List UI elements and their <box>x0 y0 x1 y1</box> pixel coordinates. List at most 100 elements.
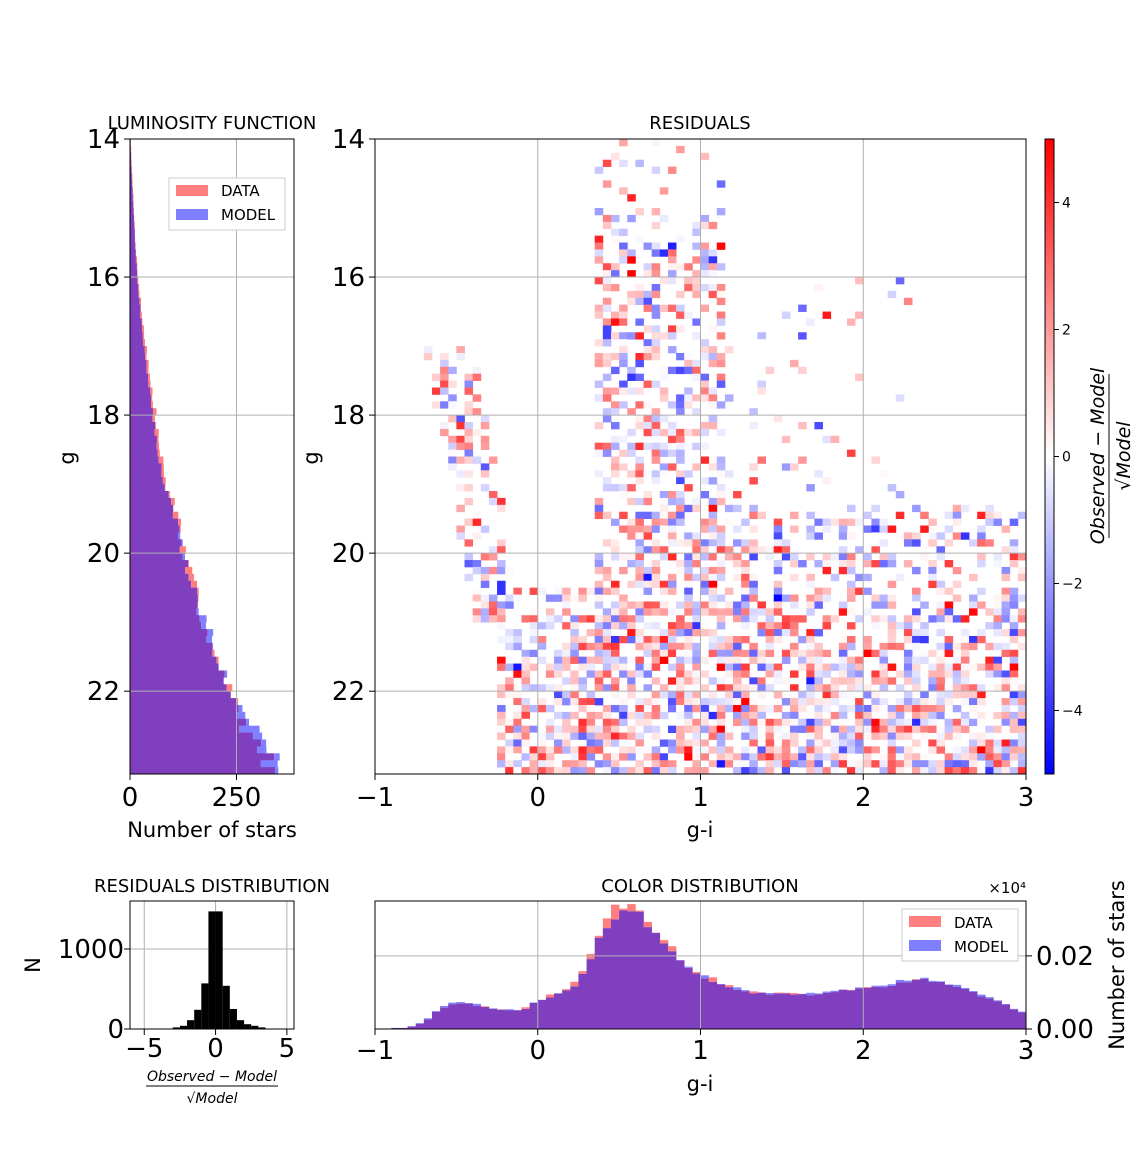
res-cell <box>676 497 685 506</box>
res-cell <box>733 718 742 727</box>
res-cell <box>602 718 612 727</box>
res-cell <box>716 746 726 754</box>
res-cell <box>928 566 937 575</box>
lf-bar-overlap <box>130 456 159 464</box>
res-cell <box>602 408 612 416</box>
res-cell <box>505 677 514 685</box>
lf-bar-overlap <box>130 352 146 361</box>
res-cell <box>521 718 531 727</box>
res-cell <box>1009 518 1019 526</box>
res-cell <box>871 753 880 761</box>
res-cell <box>635 642 644 651</box>
res-cell <box>651 304 661 312</box>
res-cell <box>969 691 978 699</box>
res-cell <box>619 242 628 250</box>
cd-bar-overlap <box>895 982 905 1029</box>
res-cell <box>855 711 864 720</box>
res-cell <box>651 221 661 230</box>
res-cell <box>928 704 937 713</box>
lf-bar-overlap <box>130 497 172 506</box>
cd-bar-model-excess <box>1017 1011 1027 1013</box>
res-cell <box>602 297 612 306</box>
res-cell <box>602 359 612 368</box>
cd-bar-data-excess <box>570 981 579 987</box>
lf-bar-model-excess <box>236 711 246 720</box>
res-cell <box>627 684 636 692</box>
res-cell <box>627 656 636 664</box>
cd-legend-model-label: MODEL <box>954 938 1009 956</box>
res-cell <box>554 615 563 623</box>
res-cell <box>952 532 962 540</box>
res-cell <box>1001 711 1011 720</box>
res-cell <box>610 421 620 430</box>
res-cell <box>619 608 628 616</box>
res-cell <box>513 767 522 775</box>
res-cell <box>716 642 726 651</box>
res-cell <box>643 546 653 554</box>
res-cell <box>586 753 596 761</box>
res-cell <box>1001 525 1011 533</box>
res-cell <box>619 449 628 457</box>
res-cell <box>700 394 710 402</box>
res-cell <box>578 656 587 664</box>
cd-bar-model-excess <box>440 1005 449 1008</box>
res-cell <box>562 739 571 747</box>
res-cell <box>887 760 897 768</box>
res-cell <box>627 635 636 644</box>
res-cell <box>790 553 799 561</box>
res-cell <box>765 546 775 554</box>
res-cell <box>928 670 937 678</box>
res-cell <box>993 711 1002 720</box>
res-cell <box>684 594 693 602</box>
res-cell <box>594 594 604 602</box>
res-cell <box>716 208 726 216</box>
lf-bar-data-excess <box>164 484 166 492</box>
res-cell <box>676 511 685 520</box>
res-cell <box>635 332 644 340</box>
res-cell <box>895 573 905 582</box>
res-cell <box>578 746 587 754</box>
res-cell <box>993 622 1002 630</box>
res-cell <box>716 352 726 361</box>
res-cell <box>610 642 620 651</box>
res-cell <box>724 684 734 692</box>
res-cell <box>456 532 465 540</box>
res-cell <box>952 753 962 761</box>
res-cell <box>741 635 750 644</box>
res-cell <box>716 566 726 575</box>
res-cell <box>903 635 913 644</box>
res-cell <box>684 573 693 582</box>
res-cell <box>692 684 701 692</box>
lf-bar-overlap <box>130 366 147 374</box>
res-cell <box>814 532 823 540</box>
res-cell <box>440 359 449 368</box>
cd-bar-overlap <box>724 987 734 1029</box>
res-cell <box>578 704 587 713</box>
res-cell <box>757 649 766 658</box>
lf-bar-data-excess <box>162 477 166 485</box>
res-cell <box>985 739 994 747</box>
res-cell <box>643 525 653 533</box>
res-cell <box>708 256 718 264</box>
res-cell <box>594 656 604 664</box>
res-cell <box>586 691 596 699</box>
lf-bar-overlap <box>130 297 140 305</box>
res-cell <box>781 746 791 754</box>
res-cell <box>627 332 636 340</box>
res-cell <box>521 739 531 747</box>
res-cell <box>708 415 718 423</box>
rd-bar <box>194 1009 202 1029</box>
res-cell <box>1001 704 1011 713</box>
res-cell <box>741 560 750 568</box>
res-cell <box>627 670 636 678</box>
cd-bar-overlap <box>912 979 921 1029</box>
res-cell <box>912 670 921 678</box>
res-cell <box>895 642 905 651</box>
res-cell <box>944 711 954 720</box>
res-cell <box>643 649 653 658</box>
res-cell <box>855 760 864 768</box>
res-cell <box>985 642 994 651</box>
res-cell <box>814 725 823 733</box>
res-cell <box>529 615 539 623</box>
res-cell <box>936 670 946 678</box>
